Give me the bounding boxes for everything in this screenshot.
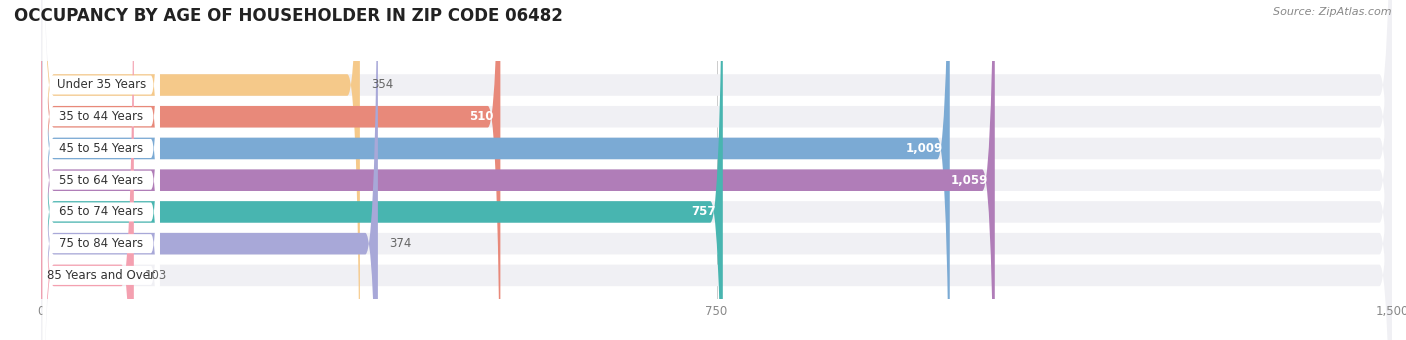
FancyBboxPatch shape [41,0,378,340]
Text: 45 to 54 Years: 45 to 54 Years [59,142,143,155]
Text: 1,059: 1,059 [950,174,987,187]
FancyBboxPatch shape [41,0,1392,340]
Text: 103: 103 [145,269,167,282]
Text: Under 35 Years: Under 35 Years [56,79,146,91]
FancyBboxPatch shape [42,0,160,340]
Text: OCCUPANCY BY AGE OF HOUSEHOLDER IN ZIP CODE 06482: OCCUPANCY BY AGE OF HOUSEHOLDER IN ZIP C… [14,7,562,25]
FancyBboxPatch shape [41,0,950,340]
FancyBboxPatch shape [42,0,160,340]
FancyBboxPatch shape [42,0,160,340]
Text: 1,009: 1,009 [905,142,942,155]
Text: 757: 757 [692,205,716,218]
FancyBboxPatch shape [41,0,1392,340]
Text: 35 to 44 Years: 35 to 44 Years [59,110,143,123]
Text: Source: ZipAtlas.com: Source: ZipAtlas.com [1274,7,1392,17]
FancyBboxPatch shape [42,0,160,340]
Text: 75 to 84 Years: 75 to 84 Years [59,237,143,250]
Text: 85 Years and Over: 85 Years and Over [48,269,156,282]
FancyBboxPatch shape [42,0,160,340]
FancyBboxPatch shape [42,0,160,340]
Text: 354: 354 [371,79,392,91]
FancyBboxPatch shape [41,0,501,340]
FancyBboxPatch shape [41,0,1392,340]
Text: 510: 510 [468,110,494,123]
FancyBboxPatch shape [41,0,1392,340]
Text: 65 to 74 Years: 65 to 74 Years [59,205,143,218]
FancyBboxPatch shape [41,0,134,340]
FancyBboxPatch shape [41,0,360,340]
Text: 55 to 64 Years: 55 to 64 Years [59,174,143,187]
FancyBboxPatch shape [41,0,723,340]
Text: 374: 374 [388,237,411,250]
FancyBboxPatch shape [41,0,1392,340]
FancyBboxPatch shape [41,0,995,340]
FancyBboxPatch shape [41,0,1392,340]
FancyBboxPatch shape [41,0,1392,340]
FancyBboxPatch shape [42,0,160,340]
